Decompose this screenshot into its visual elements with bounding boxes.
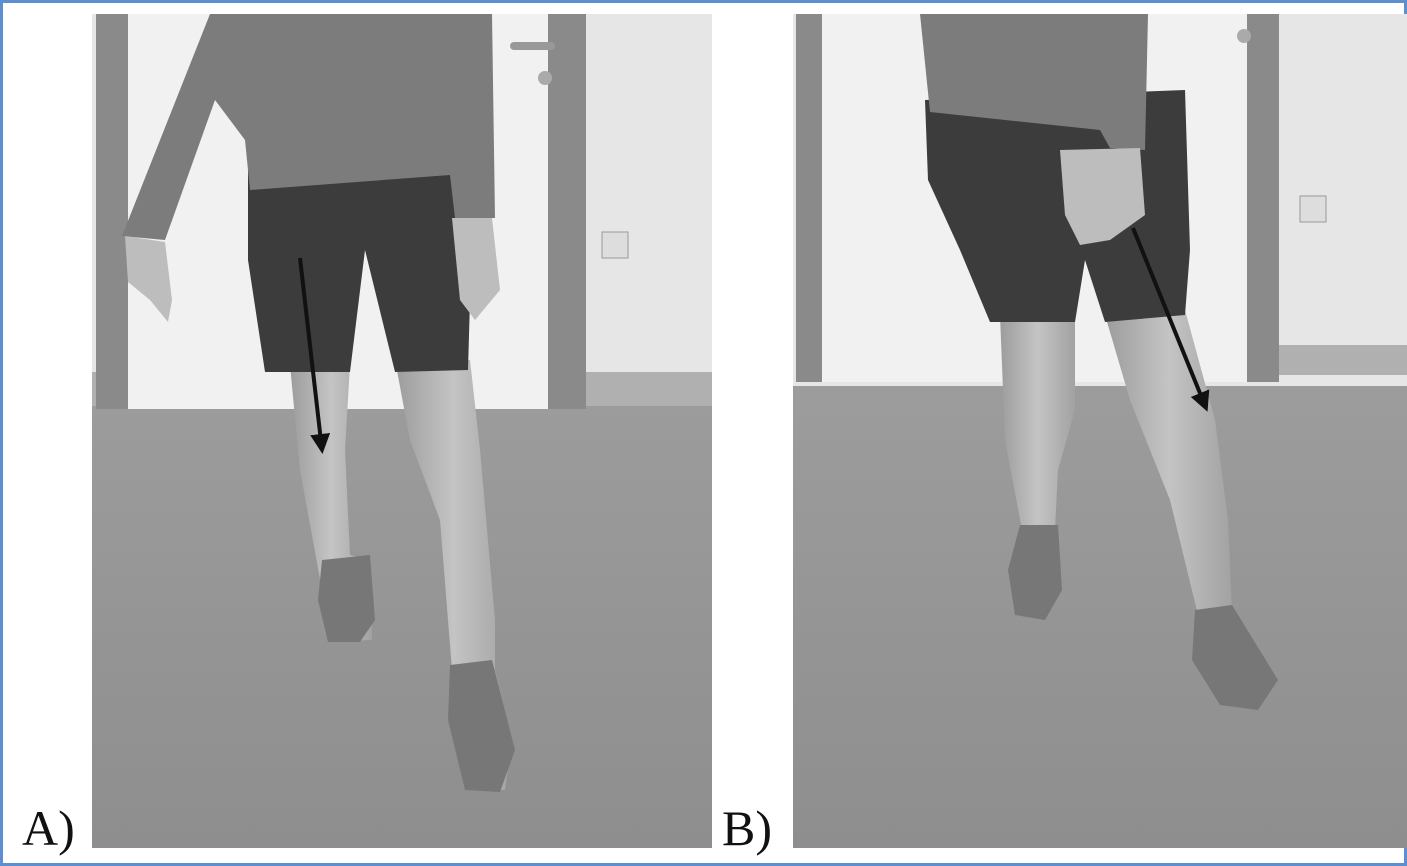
photo-b	[793, 14, 1407, 848]
panel-label: B)	[722, 800, 772, 856]
photo-a	[92, 14, 712, 848]
panel-label: A)	[22, 800, 75, 856]
